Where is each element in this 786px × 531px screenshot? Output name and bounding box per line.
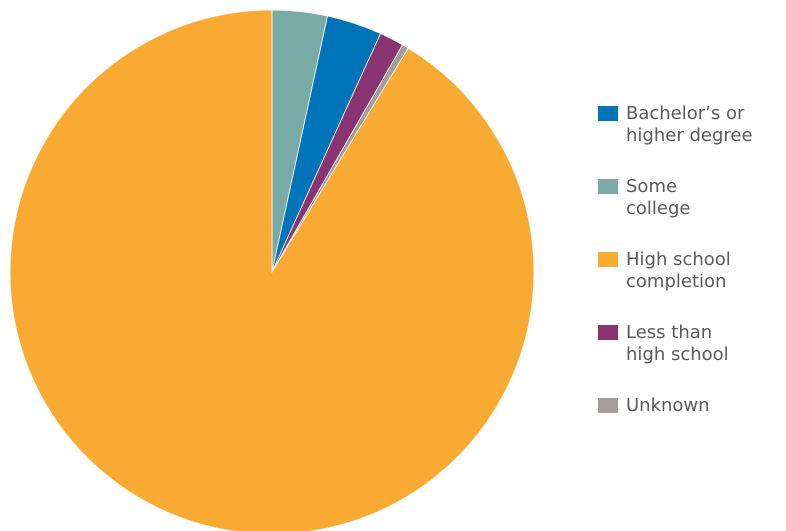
legend-item-less-than-high-school: Less than high school — [598, 322, 786, 395]
legend-swatch-unknown — [598, 398, 618, 413]
legend-item-bachelors: Bachelor’s or higher degree — [598, 103, 786, 176]
legend-label-less-than-high-school: Less than high school — [626, 322, 729, 365]
pie-slice-high-school-completion — [9, 9, 535, 531]
legend-item-some-college: Some college — [598, 176, 786, 249]
legend-item-unknown: Unknown — [598, 395, 786, 468]
legend-swatch-high-school — [598, 252, 618, 267]
legend-label-unknown: Unknown — [626, 395, 710, 416]
legend-label-bachelors: Bachelor’s or higher degree — [626, 103, 753, 146]
legend-swatch-bachelors — [598, 106, 618, 121]
legend-swatch-less-than-high-school — [598, 325, 618, 340]
legend-swatch-some-college — [598, 179, 618, 194]
legend-label-high-school: High school completion — [626, 249, 731, 292]
pie-slices — [9, 9, 535, 531]
legend-item-high-school: High school completion — [598, 249, 786, 322]
legend-label-some-college: Some college — [626, 176, 691, 219]
legend: Bachelor’s or higher degree Some college… — [598, 103, 786, 468]
